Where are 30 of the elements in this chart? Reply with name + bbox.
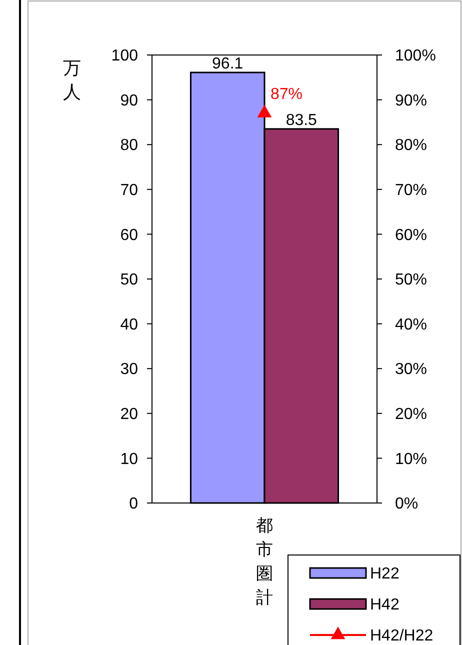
y2-tick-label: 80% [395, 137, 428, 154]
y2-tick-label: 60% [395, 226, 428, 244]
x-tick-label: 都市圏計 [256, 516, 273, 607]
y-tick-label: 60 [120, 226, 138, 244]
y-tick-label: 30 [120, 361, 138, 378]
y2-tick-label: 10% [395, 450, 428, 468]
y-axis-title: 万人 [63, 58, 81, 102]
data-label: 96.1 [212, 55, 244, 72]
y-tick-label: 50 [120, 272, 138, 289]
y-tick-label: 70 [120, 182, 138, 199]
y2-tick-label: 30% [395, 361, 428, 378]
legend-label: H42/H22 [370, 628, 434, 645]
legend-label: H22 [370, 566, 400, 583]
y-tick-label: 0 [129, 496, 138, 513]
y-tick-label: 90 [120, 92, 138, 110]
y2-tick-label: 100% [395, 48, 436, 65]
y2-tick-label: 0% [395, 496, 418, 513]
y-tick-label: 80 [120, 137, 138, 154]
y2-tick-label: 50% [395, 272, 428, 289]
data-label: 83.5 [286, 112, 318, 129]
legend-label: H42 [370, 596, 400, 614]
y2-tick-label: 20% [395, 406, 428, 423]
y2-tick-label: 70% [395, 182, 428, 199]
y-tick-label: 10 [120, 450, 138, 468]
y-tick-label: 100 [111, 48, 138, 65]
data-label: 87% [270, 86, 303, 104]
y-tick-label: 40 [120, 316, 138, 334]
y2-tick-label: 90% [395, 92, 428, 110]
y2-tick-label: 40% [395, 316, 428, 334]
y-tick-label: 20 [120, 406, 138, 423]
